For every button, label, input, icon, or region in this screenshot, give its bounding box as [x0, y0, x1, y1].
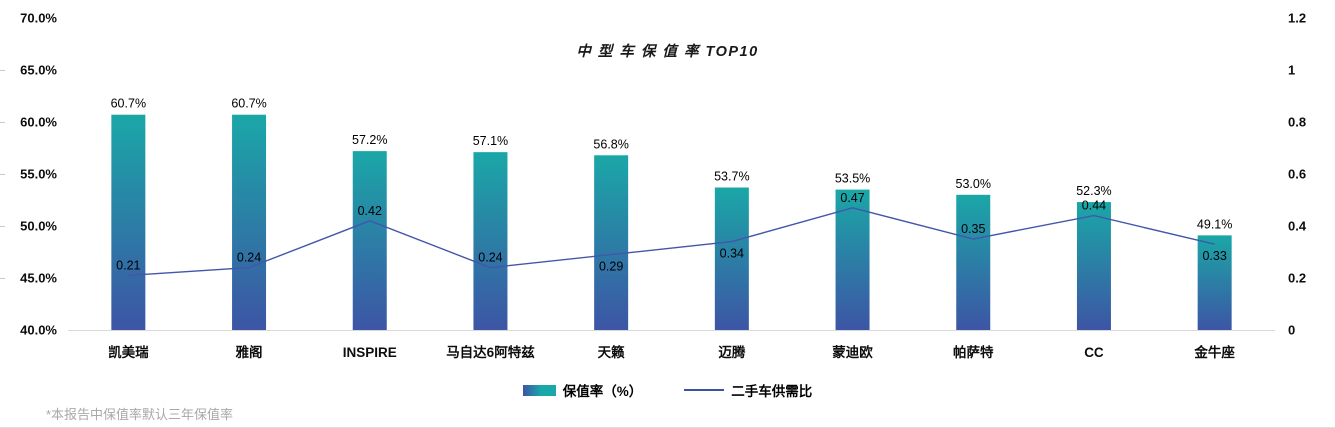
bar-value-label: 49.1% — [1197, 217, 1232, 231]
bar-value-label: 57.1% — [473, 134, 508, 148]
line-point-label: 0.21 — [116, 258, 140, 272]
line-point-label: 0.33 — [1202, 249, 1226, 263]
bar-value-label: 53.5% — [835, 172, 870, 186]
bar-帕萨特 — [956, 194, 991, 330]
y-right-tick-label: 0 — [1288, 323, 1295, 338]
legend-line-label: 二手车供需比 — [731, 384, 813, 399]
bar-value-label: 57.2% — [352, 133, 387, 147]
bar-value-label: 53.0% — [956, 177, 991, 191]
y-left-tick-label: 60.0% — [20, 115, 57, 130]
x-category-label: 天籁 — [598, 344, 626, 360]
line-point-label: 0.24 — [478, 251, 502, 265]
bar-value-label: 56.8% — [593, 137, 628, 151]
y-left-tick-label: 45.0% — [20, 271, 57, 286]
x-category-label: 马自达6阿特兹 — [446, 344, 535, 360]
line-point-label: 0.35 — [961, 222, 985, 236]
x-category-label: CC — [1084, 345, 1104, 360]
bar-value-label: 53.7% — [714, 170, 749, 184]
bar-value-label: 60.7% — [111, 97, 146, 111]
bar-蒙迪欧 — [835, 189, 870, 330]
y-right-tick-label: 0.8 — [1288, 115, 1306, 130]
line-point-label: 0.34 — [720, 247, 744, 261]
combo-chart: 70.0% 65.0% 60.0% 55.0% 50.0% 45.0% 40.0% 1.2 1 0… — [0, 11, 1307, 360]
y-left-tick-label: 50.0% — [20, 219, 57, 234]
legend-item-line: 二手车供需比 — [684, 380, 812, 400]
x-category-label: 凯美瑞 — [108, 344, 149, 360]
bar-INSPIRE — [352, 151, 387, 330]
x-category-label: 雅阁 — [236, 344, 263, 360]
bar-凯美瑞 — [111, 114, 146, 330]
chart-title: 中 型 车 保 值 率 TOP10 — [576, 44, 759, 60]
y-right-tick-label: 1 — [1288, 63, 1295, 78]
x-category-label: 帕萨特 — [953, 344, 994, 360]
y-right-tick-label: 1.2 — [1288, 11, 1306, 26]
line-series-swatch-icon — [684, 389, 725, 391]
footnote: *本报告中保值率默认三年保值率 — [46, 407, 234, 422]
line-series — [128, 207, 1215, 277]
legend-item-bar: 保值率（%） — [522, 380, 643, 400]
line-point-label: 0.44 — [1082, 199, 1106, 213]
bar-雅阁 — [232, 114, 267, 330]
bar-series-swatch-icon — [522, 384, 556, 396]
y-left-tick-label: 65.0% — [20, 63, 57, 78]
x-category-label: 迈腾 — [718, 344, 746, 360]
bar-CC — [1076, 202, 1111, 330]
bar-金牛座 — [1197, 235, 1232, 330]
line-point-label: 0.42 — [358, 204, 382, 218]
y-left-tick-label: 40.0% — [20, 323, 57, 338]
y-right-tick-label: 0.4 — [1288, 219, 1307, 234]
y-right-tick-label: 0.6 — [1288, 167, 1306, 182]
line-point-label: 0.47 — [840, 191, 864, 205]
line-point-label: 0.24 — [237, 251, 261, 265]
y-right-tick-label: 0.2 — [1288, 271, 1306, 286]
bar-迈腾 — [714, 187, 749, 330]
y-left-tick-label: 55.0% — [20, 167, 57, 182]
x-category-label: 蒙迪欧 — [832, 344, 873, 360]
x-category-label: 金牛座 — [1193, 344, 1235, 360]
y-left-tick-label: 70.0% — [20, 11, 57, 26]
bar-天籁 — [594, 155, 629, 330]
bar-value-label: 52.3% — [1076, 184, 1111, 198]
bar-value-label: 60.7% — [231, 97, 266, 111]
x-category-label: INSPIRE — [343, 345, 397, 360]
line-point-label: 0.29 — [599, 260, 623, 274]
legend-bar-label: 保值率（%） — [562, 384, 643, 399]
chart-legend: 保值率（%） 二手车供需比 — [0, 380, 1335, 400]
bar-马自达6阿特兹 — [473, 152, 508, 330]
